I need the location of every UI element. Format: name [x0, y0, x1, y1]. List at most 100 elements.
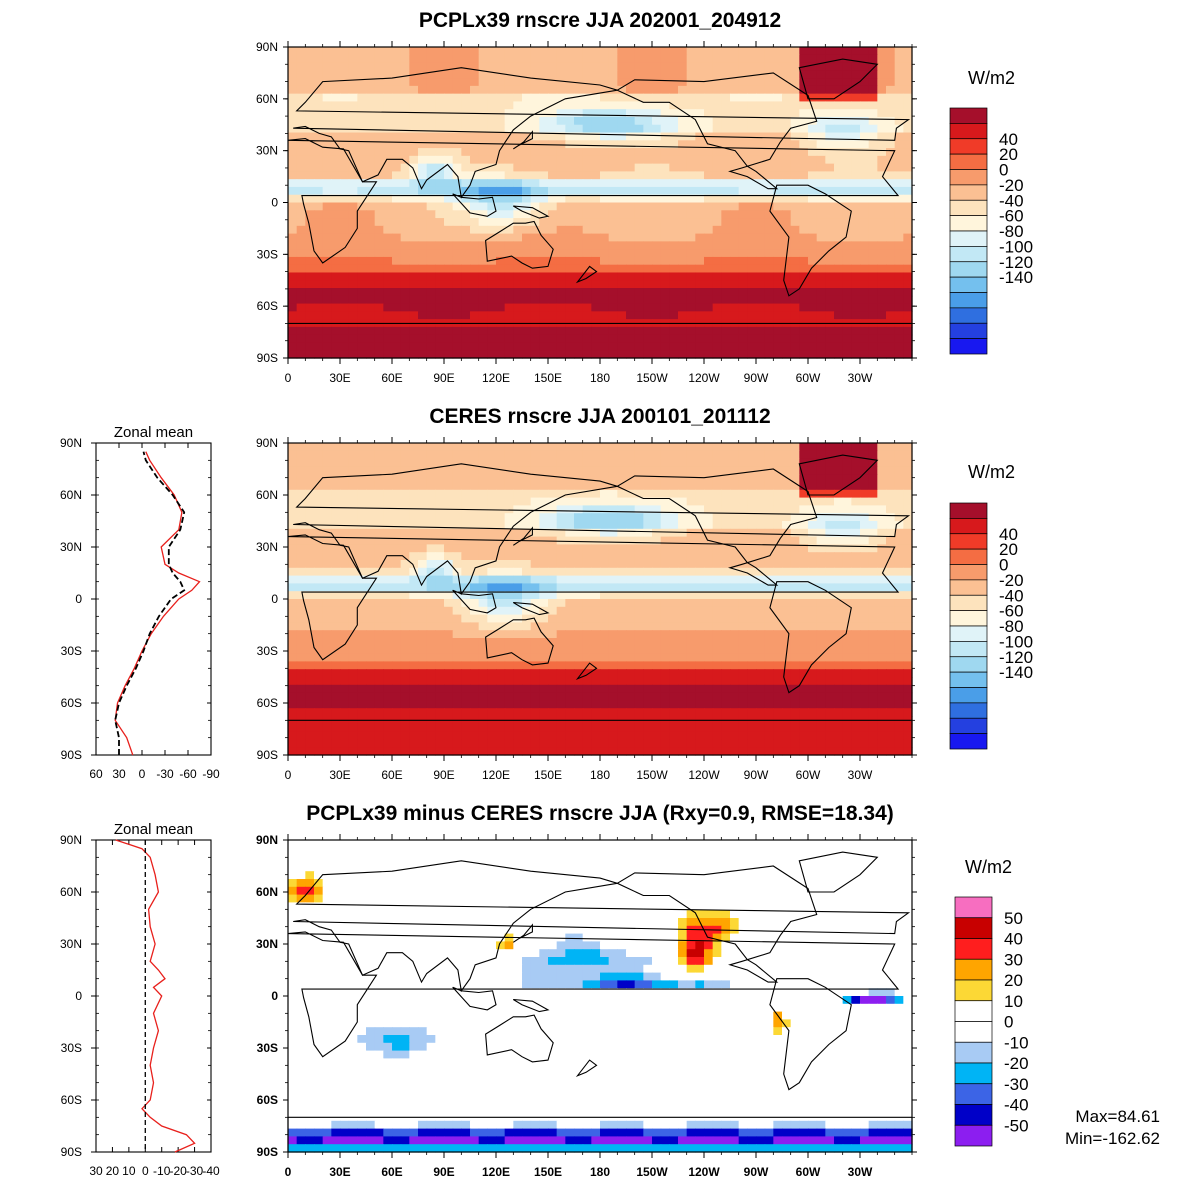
map-cell [799, 474, 809, 483]
map-cell [773, 450, 783, 460]
map-cell [851, 218, 861, 227]
map-cell [756, 288, 766, 297]
map-cell [695, 450, 705, 460]
map-cell [556, 171, 566, 180]
map-cell [409, 186, 419, 196]
map-cell [522, 443, 532, 452]
map-cell [669, 116, 679, 126]
map-cell [357, 62, 367, 71]
map-cell [851, 326, 861, 336]
map-cell [738, 179, 748, 188]
map-cell [574, 62, 584, 71]
map-cell [461, 272, 471, 281]
map-cell [357, 567, 367, 577]
map-cell [565, 466, 575, 475]
map-cell [296, 256, 306, 266]
map-cell [652, 513, 662, 522]
map-cell [842, 186, 852, 196]
map-cell [660, 132, 670, 141]
map-cell [643, 458, 653, 467]
map-cell [903, 560, 913, 569]
map-cell [452, 575, 462, 584]
map-cell [886, 630, 896, 639]
map-cell [799, 47, 809, 56]
map-cell [522, 614, 532, 623]
map-cell [695, 218, 705, 227]
map-cell [860, 47, 870, 56]
map-cell [331, 202, 341, 211]
map-cell [504, 93, 514, 103]
map-cell [452, 474, 462, 483]
map-cell [686, 295, 696, 305]
map-cell [340, 288, 350, 297]
map-cell [591, 614, 601, 623]
map-cell [738, 443, 748, 452]
map-cell [574, 544, 584, 553]
map-cell [842, 552, 852, 561]
map-cell [894, 78, 904, 87]
map-cell [461, 311, 471, 320]
map-cell [418, 334, 428, 344]
map-cell [825, 303, 835, 312]
map-cell [747, 326, 757, 336]
map-cell [322, 249, 332, 258]
map-cell [894, 474, 904, 483]
map-cell [799, 505, 809, 514]
map-cell [539, 272, 549, 281]
map-cell [825, 536, 835, 545]
map-cell [435, 264, 445, 274]
map-cell [409, 350, 419, 359]
map-cell [574, 583, 584, 592]
map-cell [322, 638, 332, 647]
map-cell [418, 210, 428, 219]
map-cell [444, 303, 454, 312]
map-cell [548, 489, 558, 499]
map-cell [686, 85, 696, 95]
map-cell [756, 575, 766, 584]
map-cell [617, 544, 627, 553]
map-cell [764, 567, 774, 577]
map-cell [626, 148, 636, 157]
map-cell [418, 443, 428, 452]
map-cell [860, 194, 870, 204]
map-cell [461, 591, 471, 600]
map-cell [868, 334, 878, 344]
map-cell [478, 450, 488, 460]
map-cell [782, 599, 792, 608]
map-cell [634, 78, 644, 87]
map-cell [435, 163, 445, 173]
map-cell [660, 288, 670, 297]
map-cell [574, 155, 584, 165]
map-cell [574, 575, 584, 584]
map-cell [764, 295, 774, 305]
map-cell [764, 342, 774, 351]
map-cell [652, 311, 662, 320]
map-cell [296, 583, 306, 592]
map-cell [617, 630, 627, 639]
map-cell [530, 622, 540, 631]
map-cell [600, 630, 610, 639]
map-cell [799, 560, 809, 569]
map-cell [886, 544, 896, 553]
map-cell [556, 489, 566, 499]
map-cell [296, 148, 306, 157]
map-cell [721, 186, 731, 196]
map-cell [608, 249, 618, 258]
map-cell [374, 311, 384, 320]
map-cell [565, 264, 575, 274]
map-cell [799, 583, 809, 592]
map-cell [530, 311, 540, 320]
map-cell [851, 552, 861, 561]
map-cell [470, 288, 480, 297]
map-cell [712, 171, 722, 180]
map-cell [790, 560, 800, 569]
map-cell [686, 179, 696, 188]
map-cell [686, 272, 696, 281]
map-cell [600, 521, 610, 530]
map-cell [877, 140, 887, 149]
map-cell [357, 249, 367, 258]
map-cell [556, 505, 566, 514]
map-cell [738, 591, 748, 600]
map-cell [522, 93, 532, 103]
map-cell [790, 140, 800, 149]
